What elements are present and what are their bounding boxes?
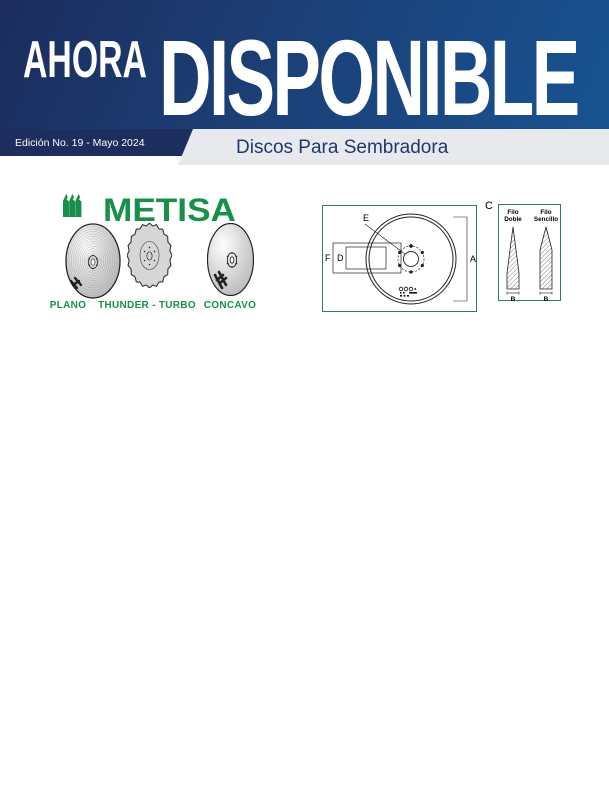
svg-text:B: B xyxy=(511,296,516,302)
svg-text:F: F xyxy=(325,253,331,263)
svg-text:Filo: Filo xyxy=(507,209,518,216)
svg-text:E: E xyxy=(363,213,369,223)
svg-text:Sencillo: Sencillo xyxy=(534,216,558,223)
svg-text:A: A xyxy=(470,254,476,264)
svg-text:B: B xyxy=(544,296,549,302)
svg-text:D: D xyxy=(337,253,344,263)
svg-text:Filo: Filo xyxy=(540,209,551,216)
svg-text:Doble: Doble xyxy=(504,216,522,223)
